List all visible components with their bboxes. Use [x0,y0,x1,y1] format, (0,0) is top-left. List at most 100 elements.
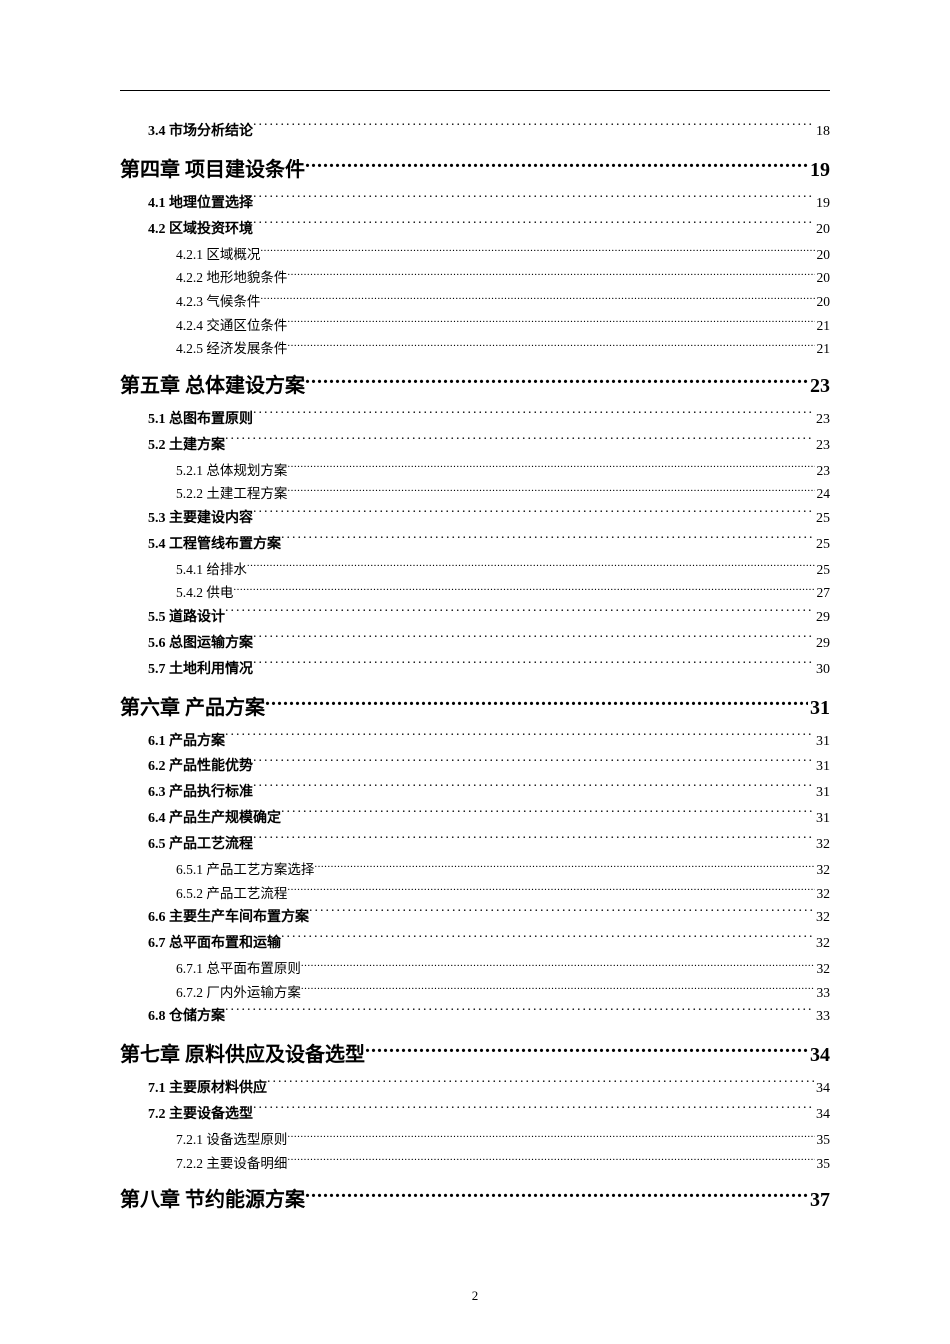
toc-label: 6.7.1 总平面布置原则 [176,957,301,981]
toc-entry: 4.1 地理位置选择19 [148,191,830,217]
toc-entry: 第七章 原料供应及设备选型34 [120,1040,830,1070]
toc-page: 33 [814,1004,830,1030]
toc-entry: 6.3 产品执行标准31 [148,780,830,806]
toc-page: 32 [814,832,830,858]
toc-label: 6.3 产品执行标准 [148,780,253,806]
toc-entry: 第八章 节约能源方案37 [120,1185,830,1215]
toc-entry: 5.2.2 土建工程方案 24 [176,482,830,506]
toc-page: 27 [815,581,831,605]
toc-label: 6.5.1 产品工艺方案选择 [176,858,314,882]
toc-label: 4.2.5 经济发展条件 [176,337,287,361]
toc-page: 23 [808,371,830,401]
toc-leader-dots [305,372,808,392]
toc-label: 5.4.1 给排水 [176,558,247,582]
toc-page: 21 [815,337,831,361]
toc-leader-dots [253,782,814,796]
toc-entry: 7.2 主要设备选型 34 [148,1102,830,1128]
toc-leader-dots [287,1130,814,1144]
toc-label: 5.7 土地利用情况 [148,657,253,683]
toc-page: 19 [808,155,830,185]
toc-page: 25 [814,532,830,558]
toc-label: 7.2 主要设备选型 [148,1102,253,1128]
toc-page: 24 [815,482,831,506]
toc-entry: 第六章 产品方案31 [120,693,830,723]
toc-leader-dots [267,1078,814,1092]
toc-leader-dots [253,659,814,673]
toc-entry: 5.6 总图运输方案29 [148,631,830,657]
toc-label: 6.5.2 产品工艺流程 [176,882,287,906]
toc-page: 25 [814,506,830,532]
toc-entry: 6.5.2 产品工艺流程 32 [176,882,830,906]
toc-label: 第四章 项目建设条件 [120,155,305,185]
toc-label: 4.2 区域投资环境 [148,217,253,243]
toc-leader-dots [253,219,814,233]
toc-leader-dots [233,584,814,598]
toc-leader-dots [225,607,814,621]
toc-leader-dots [287,340,814,354]
toc-leader-dots [253,193,814,207]
toc-page: 25 [815,558,831,582]
toc-label: 7.2.1 设备选型原则 [176,1128,287,1152]
toc-label: 5.2.2 土建工程方案 [176,482,287,506]
toc-leader-dots [287,485,814,499]
toc-leader-dots [253,508,814,522]
toc-page: 23 [814,433,830,459]
toc-label: 5.6 总图运输方案 [148,631,253,657]
toc-leader-dots [305,156,808,176]
toc-entry: 4.2.2 地形地貌条件20 [176,266,830,290]
toc-leader-dots [265,694,808,714]
toc-page: 34 [814,1102,830,1128]
toc-leader-dots [287,884,814,898]
toc-entry: 4.2.1 区域概况20 [176,243,830,267]
toc-entry: 6.6 主要生产车间布置方案32 [148,905,830,931]
toc-entry: 第四章 项目建设条件 19 [120,155,830,185]
toc-page: 32 [815,882,831,906]
toc-leader-dots [281,534,814,548]
toc-label: 6.4 产品生产规模确定 [148,806,281,832]
toc-leader-dots [225,731,814,745]
toc-entry: 5.4.1 给排水 25 [176,558,830,582]
toc-entry: 6.5 产品工艺流程32 [148,832,830,858]
toc-page: 35 [815,1128,831,1152]
toc-entry: 7.2.1 设备选型原则 35 [176,1128,830,1152]
toc-entry: 第五章 总体建设方案23 [120,371,830,401]
toc-page: 34 [808,1040,830,1070]
toc-leader-dots [260,245,814,259]
toc-leader-dots [301,960,815,974]
toc-page: 33 [815,981,831,1005]
toc-leader-dots [281,933,814,947]
toc-entry: 4.2.5 经济发展条件 21 [176,337,830,361]
toc-page: 31 [814,754,830,780]
toc-page: 32 [815,858,831,882]
toc-entry: 7.2.2 主要设备明细35 [176,1152,830,1176]
toc-label: 5.4.2 供电 [176,581,233,605]
toc-page: 20 [815,290,831,314]
toc-entry: 6.7.2 厂内外运输方案33 [176,981,830,1005]
toc-label: 6.7 总平面布置和运输 [148,931,281,957]
toc-leader-dots [253,1104,814,1118]
toc-entry: 6.5.1 产品工艺方案选择 32 [176,858,830,882]
toc-label: 5.2.1 总体规划方案 [176,459,287,483]
toc-entry: 6.1 产品方案31 [148,729,830,755]
toc-entry: 4.2.3 气候条件 20 [176,290,830,314]
toc-label: 6.6 主要生产车间布置方案 [148,905,309,931]
toc-label: 6.8 仓储方案 [148,1004,225,1030]
toc-entry: 6.7.1 总平面布置原则32 [176,957,830,981]
toc-page: 31 [814,806,830,832]
toc-label: 4.2.3 气候条件 [176,290,260,314]
toc-leader-dots [287,1154,814,1168]
toc-label: 4.2.1 区域概况 [176,243,260,267]
toc-leader-dots [287,461,814,475]
toc-leader-dots [260,292,814,306]
toc-entry: 5.1 总图布置原则23 [148,407,830,433]
toc-leader-dots [225,1006,814,1020]
toc-page: 21 [815,314,831,338]
toc-entry: 3.4 市场分析结论18 [148,119,830,145]
toc-leader-dots [253,834,814,848]
toc-label: 7.1 主要原材料供应 [148,1076,267,1102]
toc-entry: 4.2.4 交通区位条件21 [176,314,830,338]
toc-page: 23 [814,407,830,433]
table-of-contents: 3.4 市场分析结论18 第四章 项目建设条件 19 4.1 地理位置选择194.2 … [120,119,830,1215]
toc-page: 29 [814,605,830,631]
toc-leader-dots [225,435,814,449]
